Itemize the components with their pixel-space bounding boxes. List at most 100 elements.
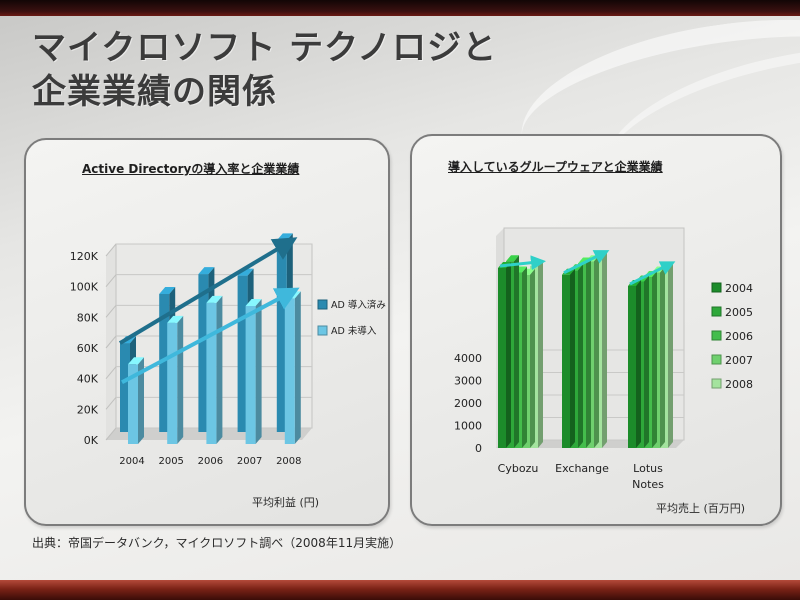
ad-x-tick-label: 2004 xyxy=(119,456,144,467)
gw-x-tick-label: Lotus xyxy=(633,462,663,475)
ad-bar-series-1-top xyxy=(159,287,176,294)
ad-bar-series-2-side xyxy=(177,315,184,444)
ad-bar-series-2-front xyxy=(284,298,295,444)
gw-bar-2004 xyxy=(562,268,575,448)
gw-trend-arrow xyxy=(499,255,546,271)
ad-gridline-side xyxy=(105,366,117,379)
ad-bar-series-2 xyxy=(167,315,184,444)
gw-bar-2004-front xyxy=(498,268,506,448)
ad-bar-series-1-top xyxy=(198,267,215,275)
ad-bar-series-1-front xyxy=(159,294,170,432)
ad-legend-label: AD 導入済み xyxy=(331,299,386,311)
gw-bar-2006-side xyxy=(652,271,657,448)
gw-legend-label: 2006 xyxy=(725,330,753,343)
ad-chart-panel: Active Directoryの導入率と企業業績 0K 20K 40K 60K 80K… xyxy=(24,138,390,526)
gw-bar-2008-side xyxy=(668,262,673,448)
gw-bar-2004-side xyxy=(506,262,511,448)
gw-bar-2004-front xyxy=(562,274,570,448)
gw-y-tick-label: 2000 xyxy=(454,397,482,410)
gw-bar-2007-side xyxy=(594,255,599,448)
ad-bar-series-2-side xyxy=(216,295,223,444)
gw-legend-swatch xyxy=(711,378,722,389)
gw-trend-arrow xyxy=(563,250,610,275)
ad-gridline-side xyxy=(105,274,117,287)
ad-y-tick-label: 100K xyxy=(70,281,99,294)
gw-legend-swatch xyxy=(711,330,722,341)
ad-chart: 0K 20K 40K 60K 80K 100K 120K 2004 2005 2006 2007 20… xyxy=(70,233,386,467)
gw-legend-label: 2004 xyxy=(725,282,753,295)
gw-bar-2006-side xyxy=(586,257,591,448)
gw-bar-2004-side xyxy=(570,268,575,448)
ad-bar-series-2-front xyxy=(128,364,138,444)
ad-bar-series-2-top xyxy=(128,357,144,365)
gw-bar-2006-top xyxy=(578,257,591,264)
gw-legend-swatch xyxy=(711,282,722,293)
ad-y-tick-label: 120K xyxy=(70,250,99,263)
source-note: 出典：帝国データバンク，マイクロソフト調べ（2008年11月実施） xyxy=(32,536,402,550)
gw-legend-swatch xyxy=(711,354,722,365)
slide-title: マイクロソフト テクノロジと 企業業績の関係 xyxy=(32,26,497,114)
ad-bar-series-2-front xyxy=(167,322,178,444)
gw-y-tick-label: 0 xyxy=(475,442,482,455)
ad-bar-series-1-top xyxy=(237,268,254,276)
gw-bar-2005-side xyxy=(578,264,583,448)
ad-bar-series-1-front xyxy=(198,274,209,432)
ad-bar-series-2-side xyxy=(255,299,262,444)
ad-bar-series-1-front xyxy=(120,343,130,432)
gw-x-tick-label: Exchange xyxy=(555,462,609,475)
slide-title-line-2: 企業業績の関係 xyxy=(32,72,277,112)
gw-bar-2008-side xyxy=(538,259,543,448)
ad-y-tick-label: 60K xyxy=(77,342,99,355)
ad-legend-label: AD 未導入 xyxy=(331,325,377,337)
gw-y-tick-label: 4000 xyxy=(454,352,482,365)
ad-chart-title: Active Directoryの導入率と企業業績 xyxy=(82,162,300,176)
ad-bar-series-2 xyxy=(206,295,223,444)
groupware-chart-unit-label: 平均売上 (百万円) xyxy=(656,502,746,515)
top-band xyxy=(0,0,800,16)
gw-legend-label: 2008 xyxy=(725,378,753,391)
gw-y-tick-label: 1000 xyxy=(454,420,482,433)
ad-bar-series-1-front xyxy=(276,240,287,432)
gw-bar-2005-top xyxy=(506,255,519,262)
gw-legend-label: 2007 xyxy=(725,354,753,367)
ad-bar-series-2-front xyxy=(245,306,256,444)
ad-bar-series-2 xyxy=(245,299,262,444)
gw-legend-label: 2005 xyxy=(725,306,753,319)
gw-bar-2007-side xyxy=(530,268,535,448)
ad-y-tick-label: 40K xyxy=(77,373,99,386)
ad-bar-series-2-top xyxy=(167,315,184,323)
ad-x-tick-label: 2006 xyxy=(198,456,223,467)
slide-title-line-1: マイクロソフト テクノロジと xyxy=(32,28,498,68)
ad-gridline-side xyxy=(105,243,117,257)
gw-bar-2004 xyxy=(628,280,641,448)
gw-x-tick-label: Notes xyxy=(632,478,664,491)
ad-x-tick-label: 2008 xyxy=(276,456,301,467)
gw-bar-2004 xyxy=(498,262,511,448)
ad-y-tick-label: 0K xyxy=(84,434,99,447)
ad-bar-series-2-side xyxy=(294,291,301,444)
ad-trend-arrow-series-1 xyxy=(118,237,298,345)
ad-y-tick-label: 80K xyxy=(77,311,99,324)
gw-legend-swatch xyxy=(711,306,722,317)
bottom-band xyxy=(0,580,800,600)
ad-bar-series-2-side xyxy=(138,357,144,444)
gw-bar-2005-side xyxy=(644,275,649,448)
gw-y-tick-label: 3000 xyxy=(454,375,482,388)
ad-x-tick-label: 2007 xyxy=(237,456,262,467)
ad-bar-series-2-front xyxy=(206,302,217,444)
ad-y-tick-label: 20K xyxy=(77,403,99,416)
gw-x-tick-label: Cybozu xyxy=(498,462,539,475)
ad-bar-series-1-front xyxy=(237,275,248,432)
gw-bar-2004-side xyxy=(636,280,641,448)
ad-x-tick-label: 2005 xyxy=(158,456,183,467)
groupware-chart-panel: 導入しているグループウェアと企業業績 0 1000 2000 3000 4000 Cybo… xyxy=(410,134,782,526)
ad-legend-swatch xyxy=(317,325,328,336)
ad-legend-swatch xyxy=(317,299,328,310)
gw-bar-2004-front xyxy=(628,286,636,448)
gw-trend-arrow xyxy=(629,261,676,286)
gw-bar-2007-side xyxy=(660,266,665,448)
ad-bar-series-2-top xyxy=(245,299,262,306)
ad-bar-series-2 xyxy=(284,291,301,444)
ad-bar-series-2-top xyxy=(206,295,223,303)
